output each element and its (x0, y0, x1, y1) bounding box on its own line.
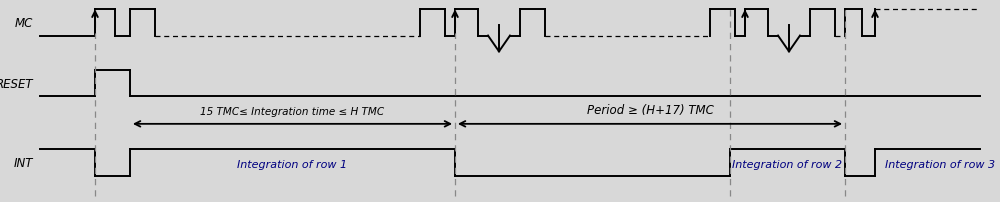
Text: RESET: RESET (0, 77, 33, 90)
Text: MC: MC (15, 17, 33, 30)
Text: INT: INT (14, 156, 33, 169)
Text: Integration of row 3: Integration of row 3 (885, 159, 995, 169)
Text: Integration of row 2: Integration of row 2 (732, 159, 843, 169)
Text: Integration of row 1: Integration of row 1 (237, 159, 348, 169)
Text: 15 TMC≤ Integration time ≤ H TMC: 15 TMC≤ Integration time ≤ H TMC (200, 106, 385, 116)
Text: Period ≥ (H+17) TMC: Period ≥ (H+17) TMC (587, 103, 713, 116)
